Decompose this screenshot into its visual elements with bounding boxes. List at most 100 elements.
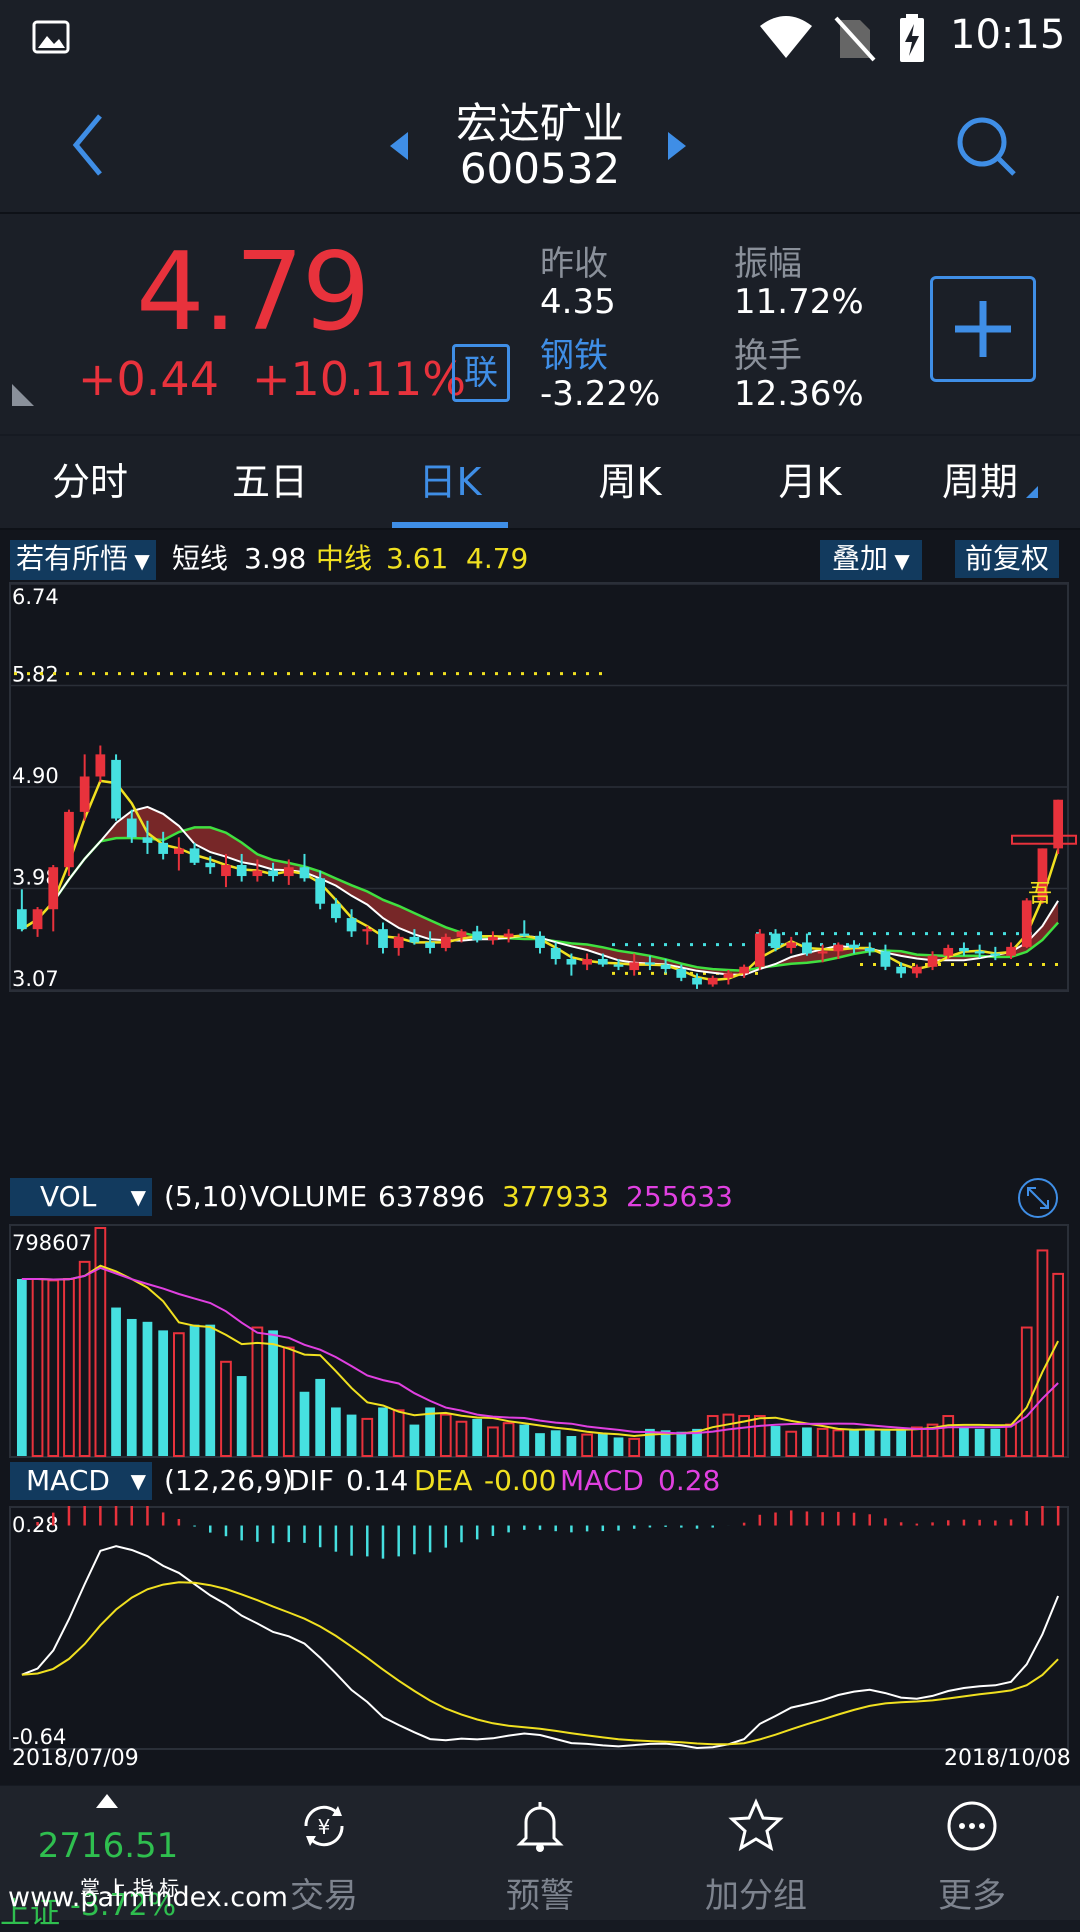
nav-more[interactable]: 更多: [864, 1786, 1080, 1920]
adjust-button[interactable]: 前复权: [955, 540, 1060, 578]
overlay-caret-icon: ▼: [888, 549, 910, 573]
candle-body: [849, 944, 859, 948]
indicator-select[interactable]: 若有所悟 ▼: [10, 540, 156, 580]
sector-label[interactable]: 钢铁: [540, 336, 608, 376]
volume-bar: [597, 1433, 608, 1456]
kline-y-tick: 6.74: [12, 585, 59, 609]
bottom-nav: 2716.51 掌 上 指 标 上证 -3.72% www.palmindex.…: [0, 1786, 1080, 1931]
vol-select[interactable]: VOL ▼: [10, 1178, 152, 1216]
candle-body: [283, 867, 294, 877]
candle-body: [48, 867, 59, 910]
vol-ma5-line: [21, 1264, 1059, 1438]
candle-body: [205, 862, 216, 868]
next-stock-arrow-icon[interactable]: [664, 130, 688, 162]
chart-area: 若有所悟 ▼ 短线 3.98 中线 3.61 4.79 叠加 ▼ 前复权 6.7…: [0, 530, 1080, 1785]
candle-body: [158, 842, 169, 854]
volume-bar: [910, 1426, 923, 1457]
volume-bar: [282, 1346, 295, 1457]
status-bar: 10:15: [0, 0, 1080, 78]
vol-y-tick: 798607: [12, 1231, 92, 1255]
volume-bar: [472, 1418, 483, 1456]
kline-annotation-char: 吾: [1028, 879, 1052, 907]
volume-bar: [236, 1376, 247, 1456]
tab-monthly-k[interactable]: 月K: [778, 460, 842, 504]
date-end: 2018/10/08: [944, 1746, 1071, 1771]
volume-bar: [1052, 1272, 1065, 1458]
last-line-value: 4.79: [466, 542, 529, 575]
vol-params: (5,10): [164, 1180, 249, 1213]
kline-y-tick: 3.07: [12, 967, 59, 991]
candle-body: [456, 931, 467, 937]
candle-body: [173, 848, 184, 854]
macd-chart[interactable]: 0.28 -0.64: [0, 1506, 1080, 1752]
macd-select[interactable]: MACD ▼: [10, 1462, 152, 1500]
candle-body: [64, 811, 74, 868]
candle-body: [393, 936, 404, 948]
nav-add-group[interactable]: 加分组: [648, 1786, 864, 1920]
candle-body: [959, 947, 969, 952]
add-to-watchlist-button[interactable]: [930, 276, 1036, 382]
status-time: 10:15: [950, 12, 1066, 58]
prev-stock-arrow-icon[interactable]: [388, 130, 412, 162]
volume-bar: [439, 1413, 452, 1458]
tab-intraday[interactable]: 分时: [51, 460, 128, 504]
volume-bar: [660, 1430, 671, 1456]
candle-body: [723, 973, 734, 978]
overlay-button-label: 叠加: [832, 542, 889, 575]
macd-select-label: MACD: [26, 1464, 110, 1497]
sector-change: -3.22%: [540, 374, 661, 414]
prev-close-value: 4.35: [540, 282, 616, 322]
volume-bar: [409, 1424, 420, 1456]
volume-bar: [220, 1360, 232, 1457]
candle-body: [32, 909, 43, 930]
star-icon: [728, 1798, 784, 1852]
nav-alert-label: 预警: [506, 1876, 574, 1916]
search-icon[interactable]: [954, 114, 1020, 180]
volume-bar: [535, 1433, 545, 1456]
expand-up-icon: [96, 1794, 118, 1808]
tab-daily-k[interactable]: 日K: [418, 460, 482, 504]
volume-bar: [502, 1422, 515, 1457]
watermark-url: www.palmindex.com: [8, 1882, 288, 1913]
candle-body: [1021, 900, 1032, 947]
volume-bar: [16, 1278, 27, 1456]
volume-bar: [816, 1427, 829, 1458]
volume-bar: [692, 1428, 702, 1456]
period-tabs: 分时 五日 日K 周K 月K 周期: [0, 436, 1080, 530]
candle-body: [990, 953, 1001, 956]
back-arrow-icon[interactable]: [68, 110, 108, 180]
vol-select-caret-icon: ▼: [130, 1185, 146, 1209]
corner-expand-icon[interactable]: [10, 382, 36, 408]
volume-bar: [1005, 1423, 1017, 1458]
candle-body: [440, 936, 451, 948]
volume-bar: [581, 1433, 593, 1458]
volume-bar: [189, 1324, 200, 1456]
kline-chart[interactable]: 6.745.824.903.983.07吾: [0, 582, 1080, 994]
candle-body: [927, 955, 938, 967]
volume-bar: [722, 1413, 735, 1458]
candle-body: [943, 947, 954, 956]
volume-bar: [315, 1378, 326, 1456]
overlay-button[interactable]: 叠加 ▼: [820, 540, 922, 580]
macd-dif-line: [21, 1545, 1060, 1750]
linked-badge[interactable]: 联: [452, 344, 510, 402]
fullscreen-icon[interactable]: [1016, 1176, 1060, 1220]
volume-bar: [392, 1409, 405, 1458]
dea-value: -0.00: [484, 1464, 557, 1497]
candle-body: [409, 936, 420, 943]
tab-five-day[interactable]: 五日: [231, 460, 308, 504]
tab-period[interactable]: 周期: [941, 460, 1018, 504]
volume-chart[interactable]: 798607: [0, 1224, 1080, 1460]
nav-alert[interactable]: 预警: [432, 1786, 648, 1920]
volume-bar: [550, 1430, 561, 1456]
macd-params: (12,26,9): [164, 1464, 293, 1497]
candle-body: [331, 903, 341, 919]
nav-trade[interactable]: ¥ 交易: [216, 1786, 432, 1920]
tab-weekly-k[interactable]: 周K: [598, 460, 662, 504]
index-ticker[interactable]: 2716.51 掌 上 指 标 上证 -3.72% www.palmindex.…: [0, 1786, 288, 1931]
volume-bar: [487, 1426, 499, 1457]
candle-body: [802, 942, 812, 954]
vol-ma5-value: 377933: [502, 1180, 609, 1213]
volume-bar: [268, 1330, 278, 1456]
price-change-pct: +10.11%: [252, 352, 466, 406]
